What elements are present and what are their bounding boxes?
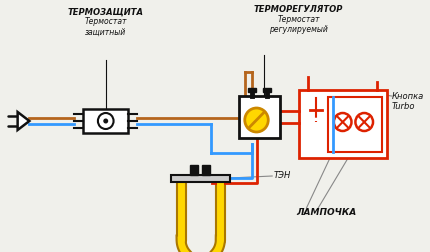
Bar: [298, 90, 387, 158]
Text: ТЕРМОЗАЩИТА: ТЕРМОЗАЩИТА: [68, 8, 144, 17]
Polygon shape: [18, 112, 29, 130]
Bar: [202, 165, 209, 174]
Circle shape: [98, 113, 114, 129]
Bar: [263, 88, 271, 92]
Circle shape: [245, 108, 268, 132]
Text: Термостат
защитный: Термостат защитный: [84, 17, 127, 36]
Text: Термостат
регулируемый: Термостат регулируемый: [269, 15, 328, 35]
Bar: [248, 88, 255, 92]
Circle shape: [356, 113, 373, 131]
Text: ЛАМПОЧКА: ЛАМПОЧКА: [297, 208, 357, 217]
Circle shape: [334, 113, 351, 131]
Text: Кнопка
Turbo: Кнопка Turbo: [392, 92, 424, 111]
Bar: [328, 97, 382, 152]
Text: ТЭН: ТЭН: [274, 171, 292, 179]
Text: ТЕРМОРЕГУЛЯТОР: ТЕРМОРЕГУЛЯТОР: [254, 5, 343, 14]
Bar: [190, 165, 198, 174]
Bar: [83, 109, 128, 133]
Bar: [239, 96, 280, 138]
Bar: [171, 174, 230, 181]
Circle shape: [104, 119, 108, 123]
